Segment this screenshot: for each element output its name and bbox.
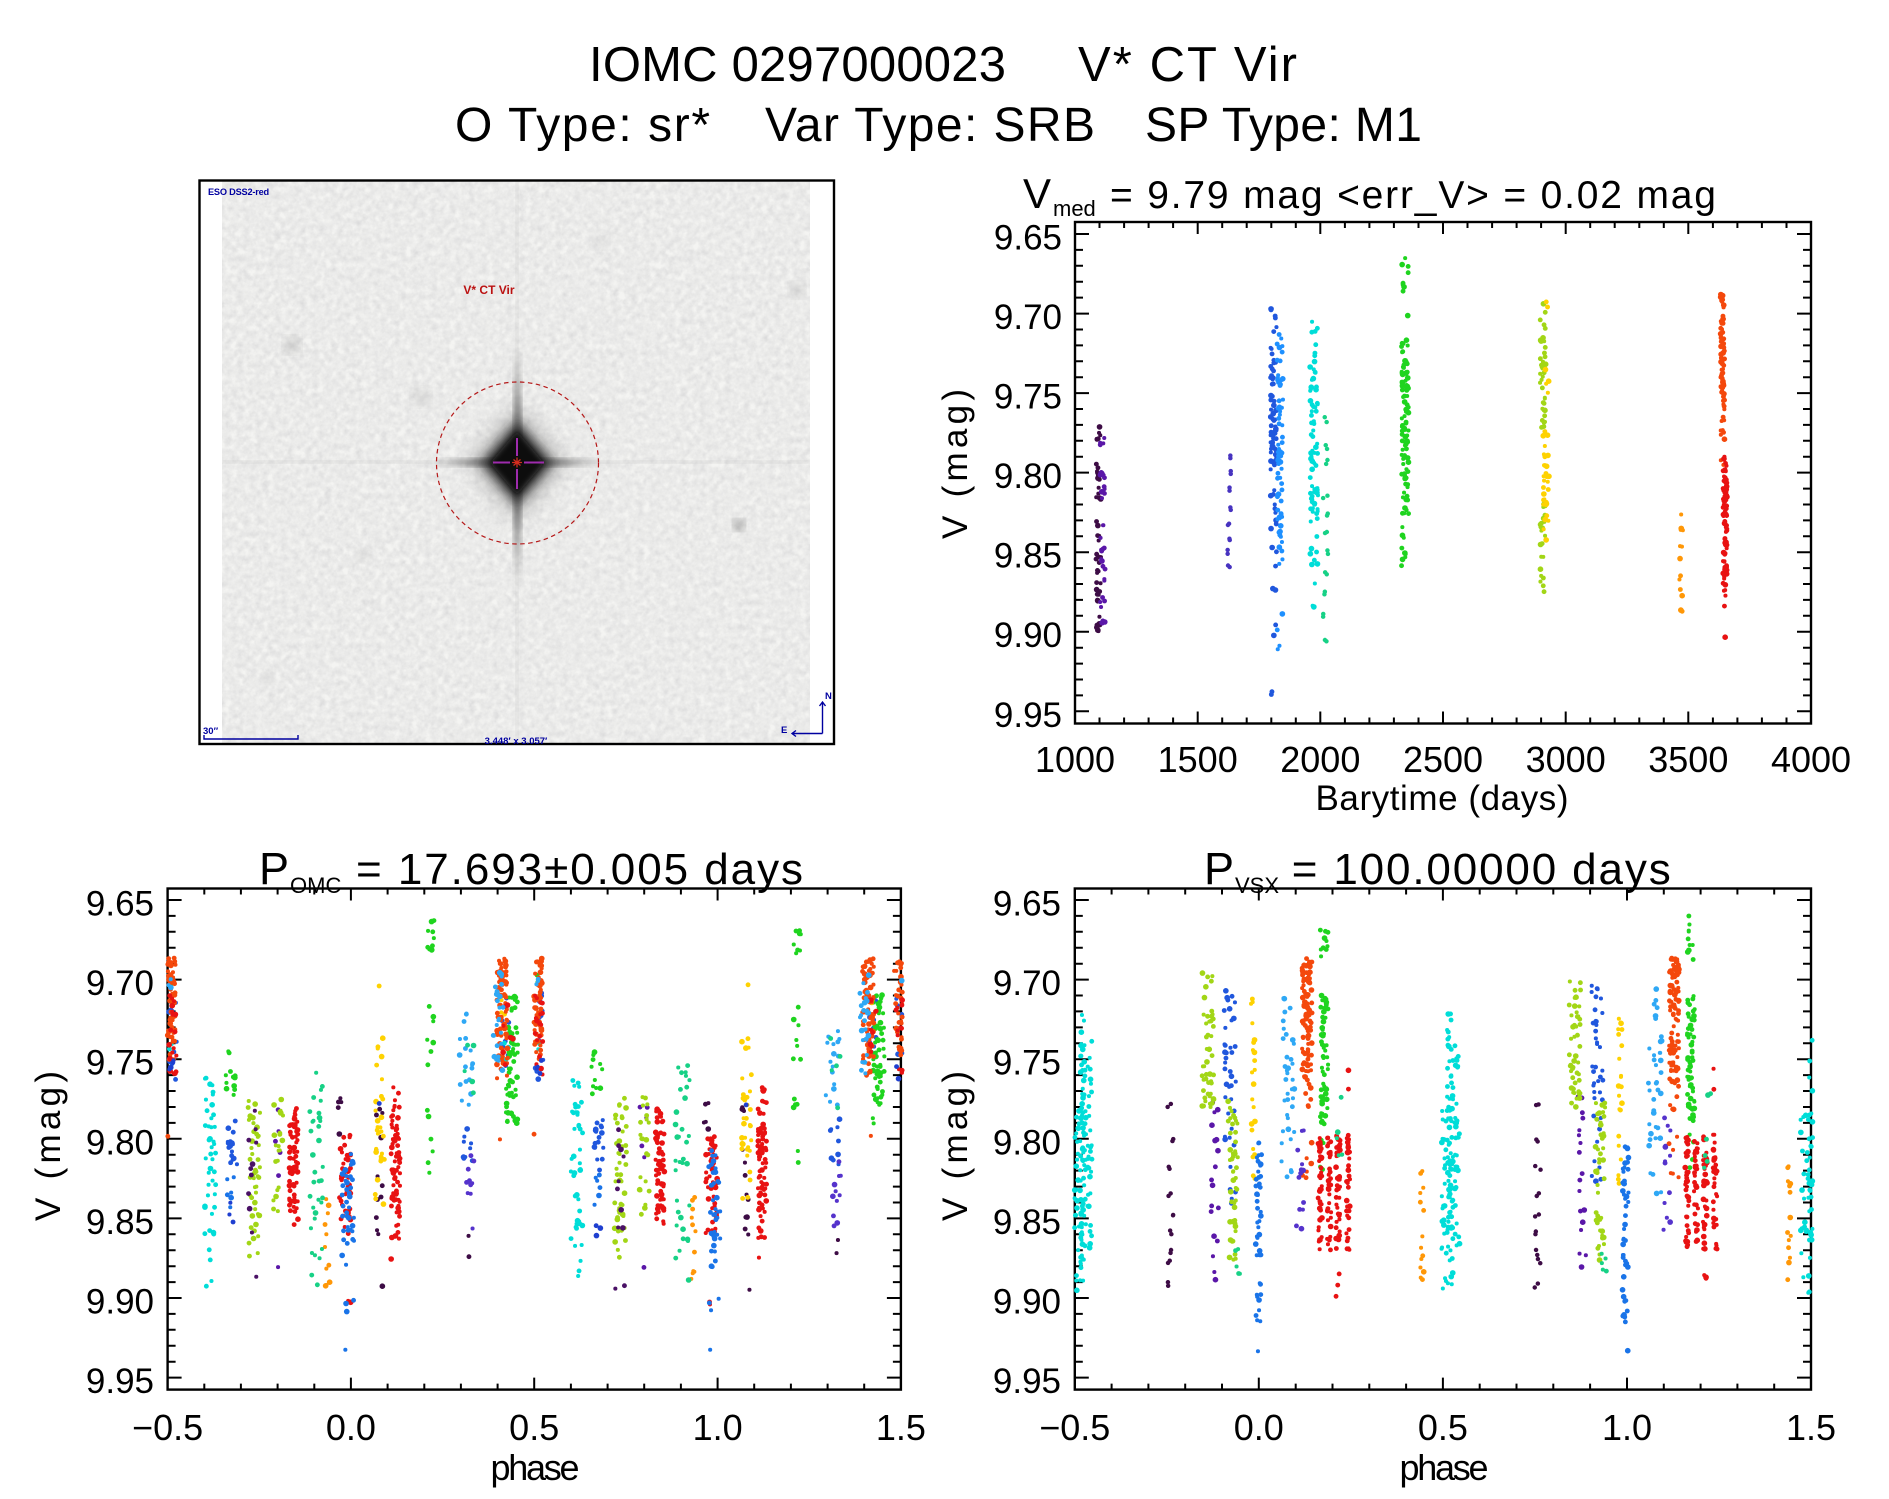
svg-text:0.0: 0.0: [326, 1407, 376, 1448]
svg-text:3.448′ x 3.057′: 3.448′ x 3.057′: [485, 736, 548, 747]
svg-text:N: N: [825, 691, 832, 702]
svg-text:ESO DSS2-red: ESO DSS2-red: [208, 187, 269, 197]
svg-text:30″: 30″: [203, 726, 219, 737]
svg-text:= 17.693±0.005 days: = 17.693±0.005 days: [356, 845, 803, 894]
svg-text:= 9.79 mag <err_V> = 0.02: = 9.79 mag <err_V> = 0.02 mag: [1110, 174, 1716, 217]
svg-text:V* CT Vir: V* CT Vir: [1078, 38, 1297, 92]
svg-text:= 100.00000 days: = 100.00000 days: [1292, 845, 1671, 894]
svg-text:1.5: 1.5: [1786, 1407, 1836, 1448]
svg-text:IOMC 0297000023: IOMC 0297000023: [589, 38, 1006, 92]
svg-text:phase: phase: [1400, 1447, 1489, 1488]
svg-text:1500: 1500: [1158, 739, 1238, 780]
svg-text:3500: 3500: [1648, 739, 1728, 780]
svg-text:P: P: [259, 843, 289, 894]
svg-text:3000: 3000: [1526, 739, 1606, 780]
svg-text:2500: 2500: [1403, 739, 1483, 780]
svg-text:9.85: 9.85: [993, 1203, 1061, 1242]
svg-text:2000: 2000: [1280, 739, 1360, 780]
svg-text:9.90: 9.90: [994, 616, 1062, 655]
svg-text:9.80: 9.80: [86, 1123, 154, 1162]
svg-text:V (mag): V (mag): [936, 1071, 975, 1221]
svg-text:0.5: 0.5: [1418, 1407, 1468, 1448]
svg-text:9.90: 9.90: [86, 1283, 154, 1322]
svg-text:9.70: 9.70: [86, 964, 154, 1003]
svg-text:9.75: 9.75: [86, 1044, 154, 1083]
svg-text:V (mag): V (mag): [936, 389, 975, 539]
svg-text:9.65: 9.65: [86, 885, 154, 924]
svg-text:9.65: 9.65: [993, 885, 1061, 924]
svg-text:1.5: 1.5: [876, 1407, 926, 1448]
svg-text:P: P: [1204, 843, 1234, 894]
svg-text:phase: phase: [491, 1447, 580, 1488]
svg-text:OMC: OMC: [290, 873, 341, 898]
svg-text:VSX: VSX: [1235, 873, 1279, 898]
svg-text:9.80: 9.80: [994, 457, 1062, 496]
svg-text:9.75: 9.75: [993, 1044, 1061, 1083]
svg-text:9.75: 9.75: [994, 378, 1062, 417]
svg-text:V* CT Vir: V* CT Vir: [463, 283, 514, 297]
svg-text:med: med: [1053, 196, 1096, 221]
svg-text:9.70: 9.70: [993, 964, 1061, 1003]
svg-text:9.90: 9.90: [993, 1283, 1061, 1322]
svg-text:SP Type: M1: SP Type: M1: [1145, 99, 1422, 152]
svg-text:E: E: [781, 725, 787, 736]
svg-text:Var Type: SRB: Var Type: SRB: [765, 99, 1095, 152]
svg-text:9.65: 9.65: [994, 219, 1062, 258]
svg-text:1.0: 1.0: [1602, 1407, 1652, 1448]
svg-text:9.85: 9.85: [994, 537, 1062, 576]
svg-text:O Type: sr*: O Type: sr*: [455, 99, 710, 152]
svg-text:4000: 4000: [1771, 739, 1851, 780]
svg-text:9.85: 9.85: [86, 1203, 154, 1242]
svg-text:0.0: 0.0: [1234, 1407, 1284, 1448]
svg-text:9.70: 9.70: [994, 298, 1062, 337]
svg-text:0.5: 0.5: [509, 1407, 559, 1448]
svg-text:9.95: 9.95: [994, 696, 1062, 735]
svg-text:−0.5: −0.5: [1039, 1407, 1110, 1448]
svg-text:1.0: 1.0: [693, 1407, 743, 1448]
svg-text:V (mag): V (mag): [29, 1071, 68, 1221]
svg-text:9.95: 9.95: [993, 1362, 1061, 1401]
svg-text:Barytime (days): Barytime (days): [1316, 779, 1569, 818]
svg-text:9.95: 9.95: [86, 1362, 154, 1401]
svg-text:−0.5: −0.5: [132, 1407, 203, 1448]
svg-text:V: V: [1023, 170, 1051, 217]
svg-text:9.80: 9.80: [993, 1123, 1061, 1162]
svg-text:1000: 1000: [1035, 739, 1115, 780]
